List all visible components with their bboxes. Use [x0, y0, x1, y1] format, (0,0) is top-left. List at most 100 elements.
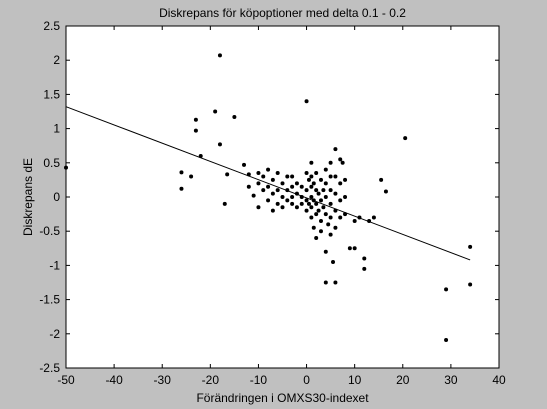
data-point	[314, 201, 319, 206]
data-point	[275, 201, 280, 206]
x-axis-label: Förändringen i OMXS30-indexet	[196, 391, 369, 405]
y-tick-label: 0	[53, 190, 60, 204]
data-point	[323, 212, 328, 217]
data-point	[299, 195, 304, 199]
data-point	[261, 174, 266, 179]
y-tick-label: -1.5	[39, 293, 60, 307]
data-point	[275, 188, 280, 193]
data-point	[328, 174, 333, 179]
data-point	[266, 184, 271, 189]
data-point	[270, 191, 275, 196]
x-tick-label: -20	[202, 373, 220, 387]
data-point	[256, 181, 261, 186]
data-point	[285, 198, 290, 203]
regression-line-group	[65, 106, 471, 261]
data-point	[331, 259, 336, 264]
data-point	[403, 136, 408, 141]
x-tick-label: 0	[303, 373, 310, 387]
data-point	[316, 208, 321, 213]
data-point	[306, 177, 311, 182]
data-point	[343, 177, 348, 182]
data-point	[270, 177, 275, 182]
data-point	[251, 193, 256, 198]
y-tick-label: 1.5	[43, 87, 60, 101]
data-point	[333, 280, 338, 285]
y-tick-label: 2	[53, 53, 60, 67]
data-point	[362, 256, 367, 261]
data-point	[328, 188, 333, 193]
data-point	[357, 215, 362, 220]
data-point	[64, 165, 68, 170]
data-point	[328, 232, 333, 237]
y-tick-label: 0.5	[43, 156, 60, 170]
data-point	[290, 195, 295, 199]
data-point	[290, 184, 295, 189]
data-point	[222, 201, 227, 206]
regression-line	[65, 106, 471, 261]
data-point	[311, 181, 316, 186]
axis-ticks: -50 -40 -30 -20 -10 0 10 20 30 40 2.5 2 1.5 1 0.5 0 -0.5…	[39, 19, 506, 387]
data-point	[323, 181, 328, 186]
data-point	[352, 246, 357, 251]
data-point	[371, 215, 376, 220]
data-point	[444, 337, 449, 342]
data-point	[333, 225, 338, 230]
data-point	[352, 218, 357, 223]
data-point	[309, 174, 314, 179]
data-point	[309, 160, 314, 165]
data-points	[64, 53, 473, 342]
data-point	[340, 160, 345, 165]
data-point	[306, 201, 311, 206]
data-point	[299, 201, 304, 206]
data-point	[468, 244, 473, 249]
data-point	[294, 191, 299, 196]
data-point	[266, 167, 271, 172]
data-point	[280, 205, 285, 210]
y-tick-label: 1	[53, 122, 60, 136]
data-point	[318, 177, 323, 182]
x-tick-label: -50	[57, 373, 75, 387]
data-point	[318, 218, 323, 223]
data-point	[256, 171, 261, 176]
data-point	[275, 171, 280, 176]
data-point	[468, 282, 473, 287]
data-point	[383, 189, 388, 194]
x-tick-label: -10	[250, 373, 268, 387]
y-axis-label: Diskrepans dE	[21, 158, 35, 236]
data-point	[285, 188, 290, 193]
data-point	[333, 174, 338, 179]
data-point	[193, 117, 198, 122]
data-point	[314, 236, 319, 241]
x-tick-label: -30	[154, 373, 172, 387]
data-point	[333, 191, 338, 196]
data-point	[338, 181, 343, 186]
data-point	[179, 170, 184, 175]
data-point	[333, 147, 338, 152]
data-point	[321, 205, 326, 210]
data-point	[328, 160, 333, 165]
data-point	[309, 195, 314, 199]
data-point	[333, 208, 338, 213]
data-point	[217, 142, 222, 147]
data-point	[225, 172, 230, 177]
data-point	[314, 188, 319, 193]
data-point	[280, 195, 285, 199]
data-point	[304, 208, 309, 213]
data-point	[309, 215, 314, 220]
data-point	[367, 218, 372, 223]
data-point	[304, 99, 309, 104]
data-point	[270, 208, 275, 213]
data-point	[217, 53, 222, 58]
y-tick-label: -2.5	[39, 361, 60, 375]
y-tick-label: -2	[49, 327, 60, 341]
y-tick-label: -1	[49, 258, 60, 272]
data-point	[266, 198, 271, 203]
data-point	[323, 280, 328, 285]
data-point	[299, 184, 304, 189]
data-point	[323, 167, 328, 172]
x-tick-label: -40	[105, 373, 123, 387]
data-point	[311, 225, 316, 230]
data-point	[338, 157, 343, 162]
data-point	[343, 195, 348, 199]
